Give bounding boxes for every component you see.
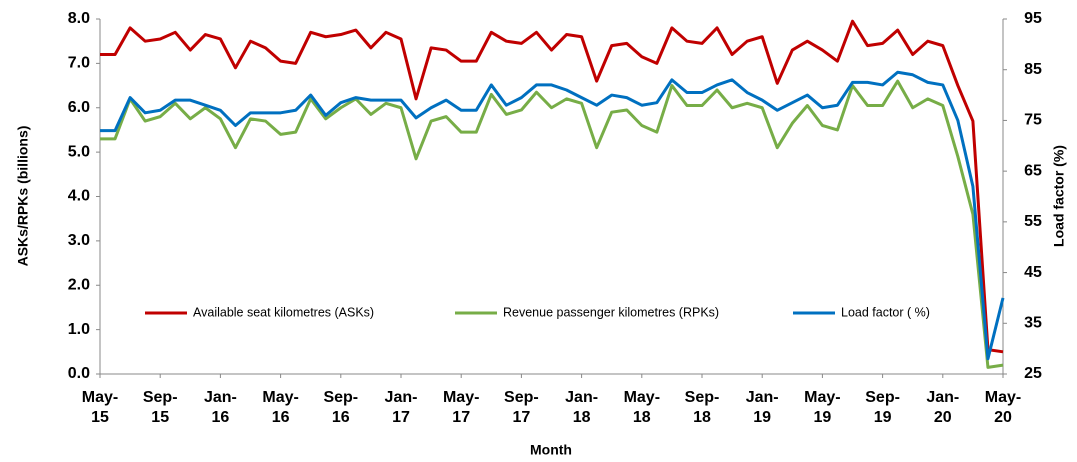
- y2-tick-label: 65: [1024, 162, 1042, 179]
- y2-tick-label: 45: [1024, 264, 1042, 281]
- x-tick-label: May-16: [262, 389, 299, 426]
- x-tick-label: Sep-15: [142, 389, 178, 426]
- y-tick-label: 8.0: [68, 10, 90, 27]
- x-tick-label: May-20: [984, 389, 1022, 426]
- y-tick-label: 5.0: [68, 143, 90, 160]
- series-line: [100, 70, 1005, 361]
- y-tick-label: 7.0: [68, 55, 90, 72]
- y-axis-title: ASKs/RPKs (billions): [15, 126, 31, 267]
- y-tick-label: 1.0: [68, 321, 90, 338]
- x-tick-label: Jan-17: [384, 389, 418, 426]
- y-tick-label: 2.0: [68, 276, 90, 293]
- x-tick-label: Sep-19: [865, 389, 900, 426]
- y2-axis-title: Load factor (%): [1051, 145, 1067, 247]
- y2-tick-label: 95: [1024, 10, 1042, 27]
- y-tick-label: 3.0: [68, 232, 90, 249]
- y-tick-label: 0.0: [68, 365, 90, 382]
- series-line: [100, 19, 1004, 354]
- legend-label: Available seat kilometres (ASKs): [193, 305, 374, 319]
- y2-tick-label: 75: [1024, 112, 1042, 129]
- x-tick-label: Jan-16: [203, 389, 237, 426]
- x-tick-label: May-19: [804, 389, 841, 426]
- x-tick-label: May-17: [442, 389, 480, 426]
- x-axis-title: Month: [530, 442, 572, 458]
- y2-tick-label: 25: [1024, 365, 1042, 382]
- y-tick-label: 6.0: [68, 99, 90, 116]
- x-tick-label: Sep-18: [684, 389, 720, 426]
- x-tick-label: Sep-17: [504, 389, 539, 426]
- x-tick-label: Jan-20: [926, 389, 960, 426]
- y2-tick-label: 35: [1024, 315, 1042, 332]
- x-tick-label: Jan-18: [565, 389, 599, 426]
- x-tick-label: Sep-16: [323, 389, 359, 426]
- y2-tick-label: 55: [1024, 213, 1042, 230]
- x-tick-label: Jan-19: [745, 389, 779, 426]
- x-tick-label: May-18: [623, 389, 661, 426]
- y-tick-label: 4.0: [68, 188, 90, 205]
- series-line: [100, 79, 1004, 369]
- legend-label: Revenue passenger kilometres (RPKs): [503, 305, 719, 319]
- y2-tick-label: 85: [1024, 61, 1042, 78]
- x-tick-label: May-15: [81, 389, 119, 426]
- legend-label: Load factor ( %): [841, 305, 930, 319]
